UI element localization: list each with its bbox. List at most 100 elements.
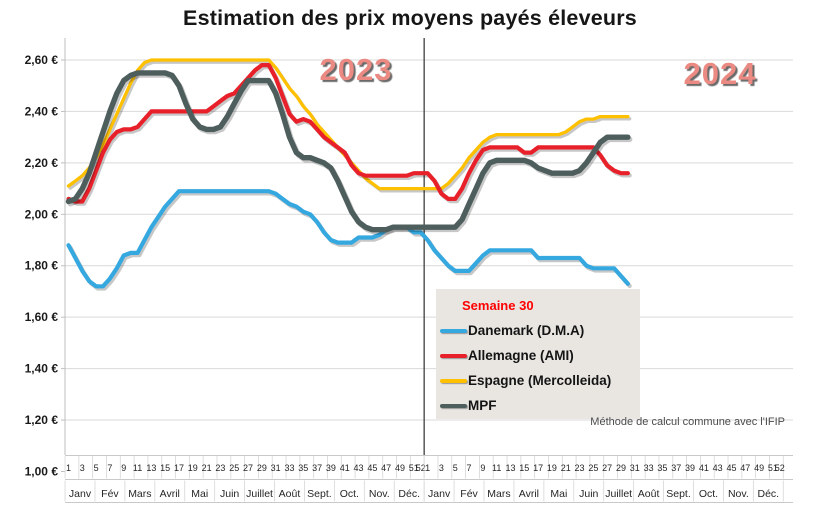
legend-item-3: Espagne (Mercolleida): [440, 373, 640, 388]
legend-swatch: [440, 378, 467, 383]
month-tick-label: Août: [279, 488, 301, 500]
week-tick-label: 1: [66, 463, 71, 473]
week-tick-label: 19: [547, 463, 557, 473]
y-axis-tick-label: 1,40 €: [25, 362, 59, 376]
week-tick-label: 41: [340, 463, 350, 473]
week-tick-label: 3: [80, 463, 85, 473]
y-axis-tick-label: 1,60 €: [25, 310, 59, 324]
month-tick-label: Juin: [579, 488, 598, 500]
week-tick-label: 49: [754, 463, 764, 473]
y-axis-labels: 2,60 € 2,40 € 2,20 € 2,00 € 1,80 € 1,60 € 1,40…: [25, 53, 59, 479]
series-allemagne-ami: [66, 62, 632, 206]
y-axis-tick-label: 2,00 €: [25, 207, 59, 221]
chart-legend: Semaine 30 Danemark (D.M.A) Allemagne (AM…: [436, 289, 640, 419]
month-tick-label: Juillet: [246, 488, 273, 500]
y-axis-tick-label: 2,20 €: [25, 156, 59, 170]
week-tick-label: 23: [575, 463, 585, 473]
week-tick-label: 21: [561, 463, 571, 473]
series-line: [66, 62, 630, 204]
week-tick-label: 9: [480, 463, 485, 473]
month-tick-label: Mars: [487, 488, 510, 500]
week-tick-label: 27: [243, 463, 253, 473]
week-tick-label: 47: [740, 463, 750, 473]
week-tick-label: 43: [713, 463, 723, 473]
legend-series-name: Espagne (Mercolleida): [468, 373, 612, 388]
week-tick-label: 47: [381, 463, 391, 473]
month-tick-label: Déc.: [758, 488, 780, 500]
week-tick-label: 5: [453, 463, 458, 473]
week-tick-label: 25: [229, 463, 239, 473]
week-tick-label: 51: [768, 463, 778, 473]
month-tick-label: Oct.: [699, 488, 718, 500]
week-tick-label: 31: [630, 463, 640, 473]
series-line: [66, 189, 630, 289]
week-tick-label: 52: [775, 463, 785, 473]
week-tick-label: 15: [519, 463, 529, 473]
week-tick-label: 17: [533, 463, 543, 473]
x-axis: 1 3 5 7 9 11 13 15 17 19 21 23 25 27 29 31 33 35 37 39 41 43 4…: [64, 456, 785, 502]
month-tick-label: Nov.: [369, 488, 390, 500]
legend-item-2: Allemagne (AMI): [440, 348, 640, 363]
week-tick-label: 17: [174, 463, 184, 473]
legend-rows: Danemark (D.M.A) Allemagne (AMI) Espagne (…: [440, 323, 640, 413]
week-tick-label: 45: [726, 463, 736, 473]
legend-swatch: [440, 403, 467, 408]
month-tick-label: Sept.: [307, 488, 332, 500]
month-tick-label: Mai: [550, 488, 567, 500]
week-tick-label: 45: [367, 463, 377, 473]
legend-series-name: MPF: [468, 398, 497, 413]
week-tick-label: 13: [505, 463, 515, 473]
month-tick-label: Janv: [428, 488, 451, 500]
week-tick-label: 35: [298, 463, 308, 473]
week-tick-label: 15: [160, 463, 170, 473]
week-tick-label: 31: [271, 463, 281, 473]
legend-swatch: [440, 353, 467, 358]
week-tick-label: 23: [215, 463, 225, 473]
week-tick-label: 35: [657, 463, 667, 473]
week-tick-label: 7: [107, 463, 112, 473]
month-tick-label: Janv: [69, 488, 92, 500]
legend-series-name: Allemagne (AMI): [468, 348, 574, 363]
week-tick-label: 39: [326, 463, 336, 473]
month-tick-label: Mars: [128, 488, 151, 500]
series-mpf: [65, 70, 633, 235]
month-tick-label: Oct.: [340, 488, 359, 500]
y-axis-tick-label: 2,40 €: [25, 104, 59, 118]
series-line: [65, 70, 631, 233]
week-tick-label: 49: [395, 463, 405, 473]
month-tick-label: Avril: [519, 488, 539, 500]
week-tick-label: 52: [416, 463, 426, 473]
month-tick-label: Août: [638, 488, 660, 500]
week-tick-label: 39: [685, 463, 695, 473]
page-title: Estimation des prix moyens payés éleveur…: [183, 6, 637, 30]
week-tick-label: 29: [616, 463, 626, 473]
legend-item-4: MPF: [440, 398, 640, 413]
month-tick-label: Nov.: [728, 488, 749, 500]
month-tick-label: Déc.: [398, 488, 420, 500]
month-tick-label: Juin: [220, 488, 239, 500]
week-tick-label: 51: [409, 463, 419, 473]
year-label-2024: 2024: [683, 56, 757, 91]
y-axis-tick-label: 1,80 €: [25, 259, 59, 273]
week-tick-label: 5: [94, 463, 99, 473]
week-tick-label: 33: [284, 463, 294, 473]
week-tick-label: 13: [146, 463, 156, 473]
week-tick-label: 43: [354, 463, 364, 473]
week-tick-label: 41: [699, 463, 709, 473]
series-danemark-d-m-a: [66, 189, 632, 291]
month-tick-label: Fév: [460, 488, 478, 500]
week-tick-label: 1: [425, 463, 430, 473]
y-axis-tick-label: 1,20 €: [25, 413, 59, 427]
week-tick-label: 27: [602, 463, 612, 473]
week-tick-label: 21: [202, 463, 212, 473]
week-tick-label: 25: [588, 463, 598, 473]
legend-swatch: [440, 328, 467, 333]
week-tick-label: 11: [133, 463, 142, 473]
gridlines: [61, 38, 793, 503]
y-axis-tick-label: 2,60 €: [25, 53, 59, 67]
month-tick-label: Juillet: [605, 488, 632, 500]
legend-week-annotation: Semaine 30: [462, 298, 534, 313]
month-tick-label: Sept.: [666, 488, 691, 500]
footnote-text: Méthode de calcul commune avec l'IFIP: [590, 416, 785, 428]
